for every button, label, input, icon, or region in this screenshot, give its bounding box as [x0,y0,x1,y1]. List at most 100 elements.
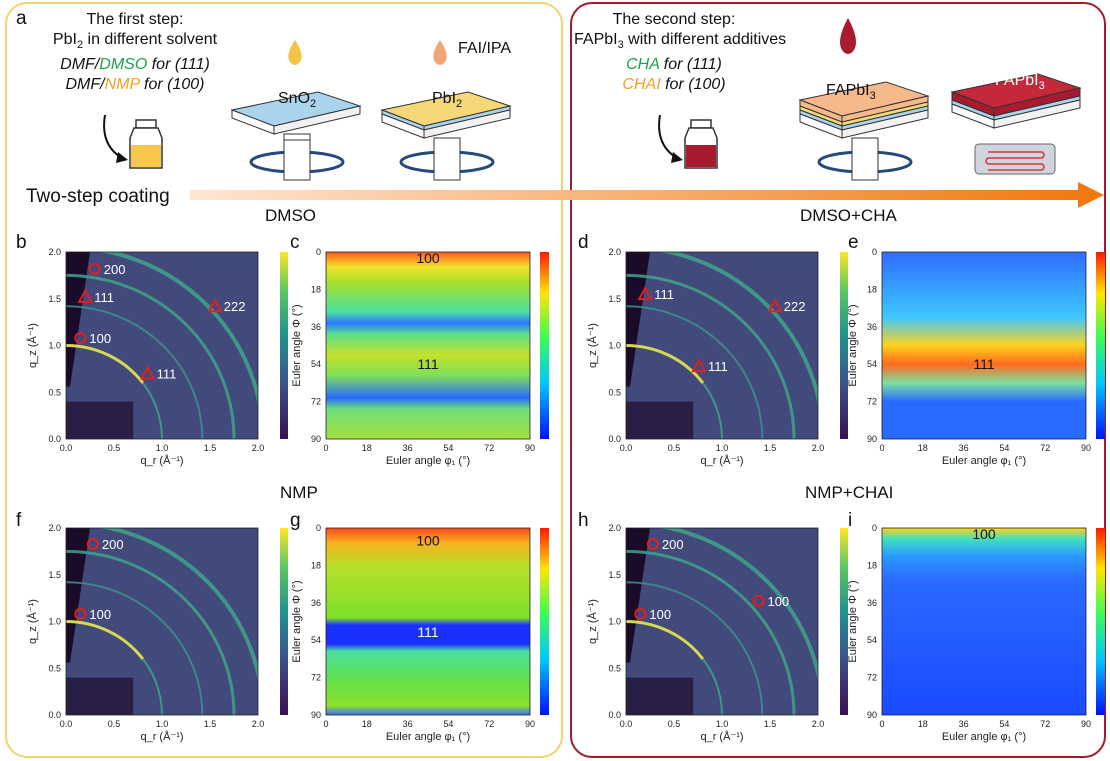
colorbar [1096,252,1105,439]
y-tick-label: 18 [867,560,877,570]
x-tick-label: 0.5 [668,443,681,453]
peak-circle-marker [86,537,99,550]
panel-letter-i: i [848,510,853,531]
y-axis-title: Euler angle Φ (°) [847,580,859,662]
x-tick-label: 0.5 [108,719,121,729]
peak-triangle-marker [77,288,93,303]
panel-letter-f: f [16,510,22,531]
x-tick-label: 0 [879,443,884,453]
x-tick-label: 90 [1081,443,1091,453]
x-tick-label: 54 [443,719,453,729]
y-tick-label: 1.0 [48,617,61,627]
peak-label: 111 [654,287,674,302]
y-tick-label: 2.0 [48,247,61,257]
x-tick-label: 18 [362,443,372,453]
x-tick-label: 72 [1040,443,1050,453]
y-axis-title: Euler angle Φ (°) [291,304,303,386]
y-tick-label: 36 [867,322,877,332]
orientation-label: 100 [972,526,996,542]
giwaxs-plot-h: 0.0 0.5 1.0 1.5 2.0 0.0 0.5 1.0 1.5 2.0 q_z (Å⁻¹) q… [586,523,848,743]
colorbar [540,252,549,439]
bottle-icon-left [129,119,163,169]
colorbar [840,528,848,715]
x-tick-label: 1.5 [204,719,217,729]
x-tick-label: 0.0 [620,719,633,729]
peak-circle-marker [74,608,87,621]
y-tick-label: 72 [867,397,877,407]
x-tick-label: 18 [918,719,928,729]
droplet-icon-1 [288,40,302,65]
y-tick-label: 18 [311,284,321,294]
colorbar [840,252,848,439]
bright-arc [626,620,704,660]
pole-figure-g: 0 0 18 18 36 36 54 54 72 72 90 90 Euler angle Φ (°) E… [291,523,549,743]
pole-map [326,528,530,715]
peak-label: 100 [89,607,111,622]
panel-letter-b: b [16,232,27,253]
x-tick-label: 2.0 [812,719,825,729]
plot-frame [625,527,819,716]
x-axis-title: q_r (Å⁻¹) [700,730,743,743]
y-axis-title: q_z (Å⁻¹) [586,323,599,368]
bright-arc [626,344,704,384]
x-tick-label: 36 [959,443,969,453]
orientation-label: 111 [417,624,438,640]
diffraction-ring [66,273,236,439]
x-tick-label: 54 [443,443,453,453]
x-tick-label: 0.0 [620,443,633,453]
colorbar [280,252,288,439]
pole-map [882,252,1086,439]
y-tick-label: 1.5 [48,294,61,304]
peak-label: 100 [89,331,111,346]
process-arrow-shaft [190,190,1080,200]
x-tick-label: 0.0 [60,443,73,453]
y-tick-label: 18 [867,284,877,294]
y-axis-title: q_z (Å⁻¹) [586,599,599,644]
x-axis-title: Euler angle φ₁ (°) [942,731,1026,743]
y-tick-label: 72 [311,397,321,407]
detector-shadow [626,677,694,715]
x-tick-label: 0.5 [108,443,121,453]
y-tick-label: 90 [311,434,321,444]
x-tick-label: 1.5 [204,443,217,453]
orientation-label: 111 [973,356,994,372]
step2-line4: CHAI for (100) [622,76,726,94]
plot-frame [325,527,531,716]
colorbar [540,528,549,715]
pole-figure-c: 0 0 18 18 36 36 54 54 72 72 90 90 Euler angle Φ (°) E… [291,247,549,467]
step2-line2: FAPbI3 with different additives [574,31,787,52]
step2-description: The second step: FAPbI3 with different a… [574,10,787,95]
y-tick-label: 1.0 [608,341,621,351]
spin-coater-pbi2 [380,91,512,181]
x-tick-label: 1.5 [764,719,777,729]
pbi2-label: PbI2 [432,90,463,111]
title-nmp: NMP [280,483,318,502]
bright-arc [66,620,144,660]
x-tick-label: 2.0 [812,443,825,453]
y-tick-label: 0 [872,247,877,257]
x-tick-label: 72 [484,719,494,729]
x-tick-label: 1.0 [156,719,169,729]
step1-description: The first step: PbI2 in different solven… [40,10,230,95]
y-tick-label: 72 [311,673,321,683]
y-tick-label: 1.5 [608,570,621,580]
annealed-film-fapbi3 [950,73,1082,129]
step2-line1: The second step: [612,11,736,28]
y-tick-label: 0 [316,247,321,257]
giwaxs-plot-d: 0.0 0.5 1.0 1.5 2.0 0.0 0.5 1.0 1.5 2.0 q_z (Å⁻¹) q… [586,247,848,467]
x-tick-label: 1.0 [716,719,729,729]
y-tick-label: 0.5 [608,387,621,397]
x-tick-label: 0 [323,719,328,729]
bottle-icon-right [684,119,718,169]
detector-shadow [66,401,134,439]
panel-letter-e: e [848,232,859,253]
panel-letter-h: h [578,510,589,531]
peak-label: 200 [104,262,126,277]
y-tick-label: 0.5 [48,663,61,673]
y-tick-label: 1.5 [608,294,621,304]
pole-figure-e: 0 0 18 18 36 36 54 54 72 72 90 90 Euler angle Φ (°) E… [847,247,1105,467]
process-schematic [103,18,1104,208]
detector-shadow [626,401,694,439]
y-tick-label: 36 [311,598,321,608]
x-axis-title: Euler angle φ₁ (°) [386,731,470,743]
